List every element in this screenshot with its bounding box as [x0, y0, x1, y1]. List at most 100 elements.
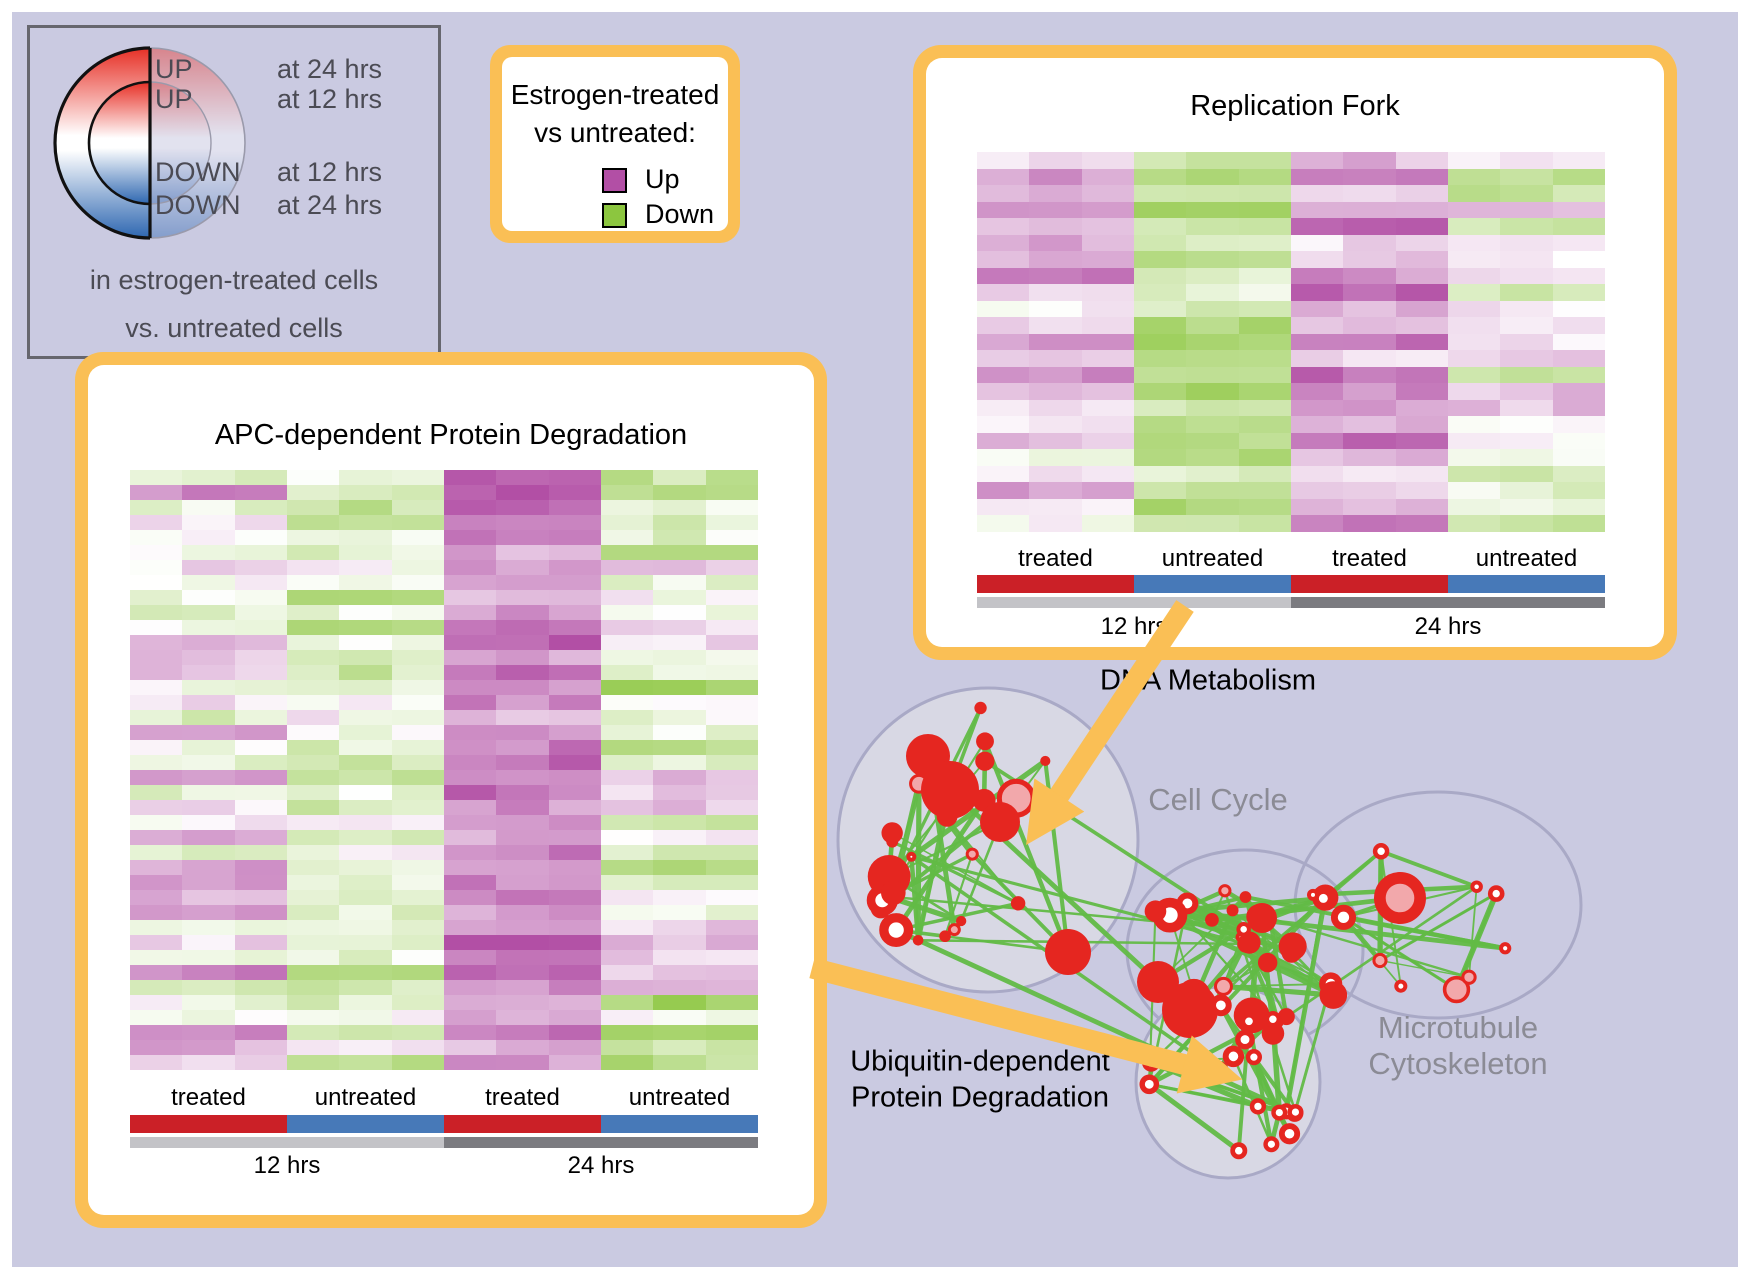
- heatmap-cell: [339, 875, 392, 890]
- heatmap-cell: [286, 680, 340, 695]
- heatmap-cell: [1447, 498, 1501, 516]
- heatmap-cell: [1081, 416, 1134, 433]
- timepoint-labels: 12 hrs 24 hrs: [130, 1152, 758, 1180]
- heatmap-cell: [600, 845, 654, 860]
- heatmap-cell: [130, 650, 183, 665]
- heatmap-cell: [1343, 350, 1396, 367]
- heatmap-cell: [234, 575, 287, 590]
- heatmap-cell: [1133, 482, 1187, 499]
- heatmap-cell: [705, 695, 758, 710]
- heatmap-cell: [1552, 333, 1605, 351]
- heatmap-cell: [130, 500, 183, 515]
- heatmap-cell: [548, 515, 601, 530]
- heatmap-cell: [182, 1040, 235, 1055]
- heatmap-cell: [496, 575, 549, 590]
- heatmap-cell: [977, 515, 1030, 532]
- heatmap-cell: [1081, 482, 1134, 499]
- heatmap-cell: [182, 905, 235, 920]
- heatmap-cell: [705, 995, 758, 1010]
- inter-cluster-edge: [1283, 895, 1328, 1114]
- heatmap-cell: [339, 1010, 392, 1025]
- heatmap-cell: [705, 710, 758, 725]
- heatmap-cell: [1029, 515, 1082, 532]
- heatmap-cell: [182, 680, 235, 695]
- heatmap-cell: [1343, 465, 1396, 483]
- heatmap-cell: [182, 1010, 235, 1025]
- heatmap-cell: [182, 665, 235, 680]
- heatmap-cell: [977, 399, 1030, 417]
- gene-node: [955, 915, 967, 927]
- heatmap-cell: [496, 695, 549, 710]
- heatmap-cell: [548, 770, 601, 785]
- heatmap-cell: [234, 845, 287, 860]
- heatmap-cell: [496, 620, 549, 635]
- column-group-labels: treated untreated treated untreated: [977, 545, 1605, 573]
- heatmap-cell: [705, 980, 758, 995]
- heatmap-cell: [600, 860, 654, 875]
- up-down-ring-diagram: [53, 46, 246, 240]
- heatmap-cell: [1395, 284, 1448, 301]
- heatmap-cell: [496, 470, 549, 485]
- heatmap-cell: [1395, 218, 1448, 235]
- timepoint-bar: [130, 1137, 758, 1148]
- heatmap-cell: [1290, 168, 1344, 186]
- heatmap-cell: [977, 317, 1030, 334]
- heatmap-cell: [391, 785, 444, 800]
- heatmap-cell: [1029, 416, 1082, 433]
- heatmap-cell: [705, 785, 758, 800]
- heatmap-cell: [1552, 152, 1605, 169]
- heatmap-cell: [286, 875, 340, 890]
- network-edge: [890, 840, 1020, 905]
- heatmap-cell: [443, 860, 497, 875]
- heatmap-cell: [1395, 251, 1448, 268]
- heatmap-cell: [182, 620, 235, 635]
- heatmap-cell: [391, 530, 444, 545]
- heatmap-cell: [1081, 317, 1134, 334]
- heatmap-cell: [1238, 350, 1291, 367]
- heatmap-cell: [391, 590, 444, 605]
- heatmap-cell: [182, 875, 235, 890]
- heatmap-cell: [600, 1040, 654, 1055]
- gene-node-ring: [1240, 1012, 1258, 1030]
- heatmap-cell: [286, 1055, 340, 1070]
- heatmap-cell: [1290, 317, 1344, 334]
- heatmap-cell: [1395, 432, 1448, 450]
- heatmap-cell: [1395, 168, 1448, 186]
- heatmap-cell: [600, 875, 654, 890]
- heatmap-cell: [1395, 498, 1448, 516]
- heatmap-cell: [1290, 333, 1344, 351]
- heatmap-cell: [548, 860, 601, 875]
- heatmap-cell: [234, 890, 287, 905]
- heatmap-cell: [1029, 185, 1082, 202]
- heatmap-grid: [130, 470, 758, 1070]
- heatmap-cell: [1447, 267, 1501, 285]
- heatmap-cell: [234, 470, 287, 485]
- heatmap-cell: [653, 950, 706, 965]
- heatmap-cell: [1081, 267, 1134, 285]
- heatmap-cell: [391, 980, 444, 995]
- down-color-swatch: [602, 203, 627, 228]
- heatmap-cell: [1081, 432, 1134, 450]
- heatmap-cell: [286, 800, 340, 815]
- inter-cluster-edge: [909, 855, 1248, 946]
- heatmap-cell: [443, 605, 497, 620]
- heatmap-cell: [130, 470, 183, 485]
- heatmap-cell: [496, 1040, 549, 1055]
- heatmap-cell: [1029, 168, 1082, 186]
- heatmap-cell: [130, 965, 183, 980]
- heatmap-cell: [182, 770, 235, 785]
- heatmap-cell: [286, 785, 340, 800]
- heatmap-cell: [443, 875, 497, 890]
- cluster-label: Cytoskeleton: [1368, 1046, 1548, 1081]
- heatmap-cell: [1238, 482, 1291, 499]
- gene-node-ring: [1307, 888, 1320, 901]
- heatmap-cell: [977, 432, 1030, 450]
- condition-bar-segment: [130, 1115, 287, 1133]
- heatmap-cell: [1552, 383, 1605, 400]
- heatmap-cell: [339, 560, 392, 575]
- heatmap-cell: [1186, 152, 1239, 169]
- heatmap-cell: [653, 680, 706, 695]
- heatmap-cell: [182, 845, 235, 860]
- heatmap-grid: [977, 152, 1605, 532]
